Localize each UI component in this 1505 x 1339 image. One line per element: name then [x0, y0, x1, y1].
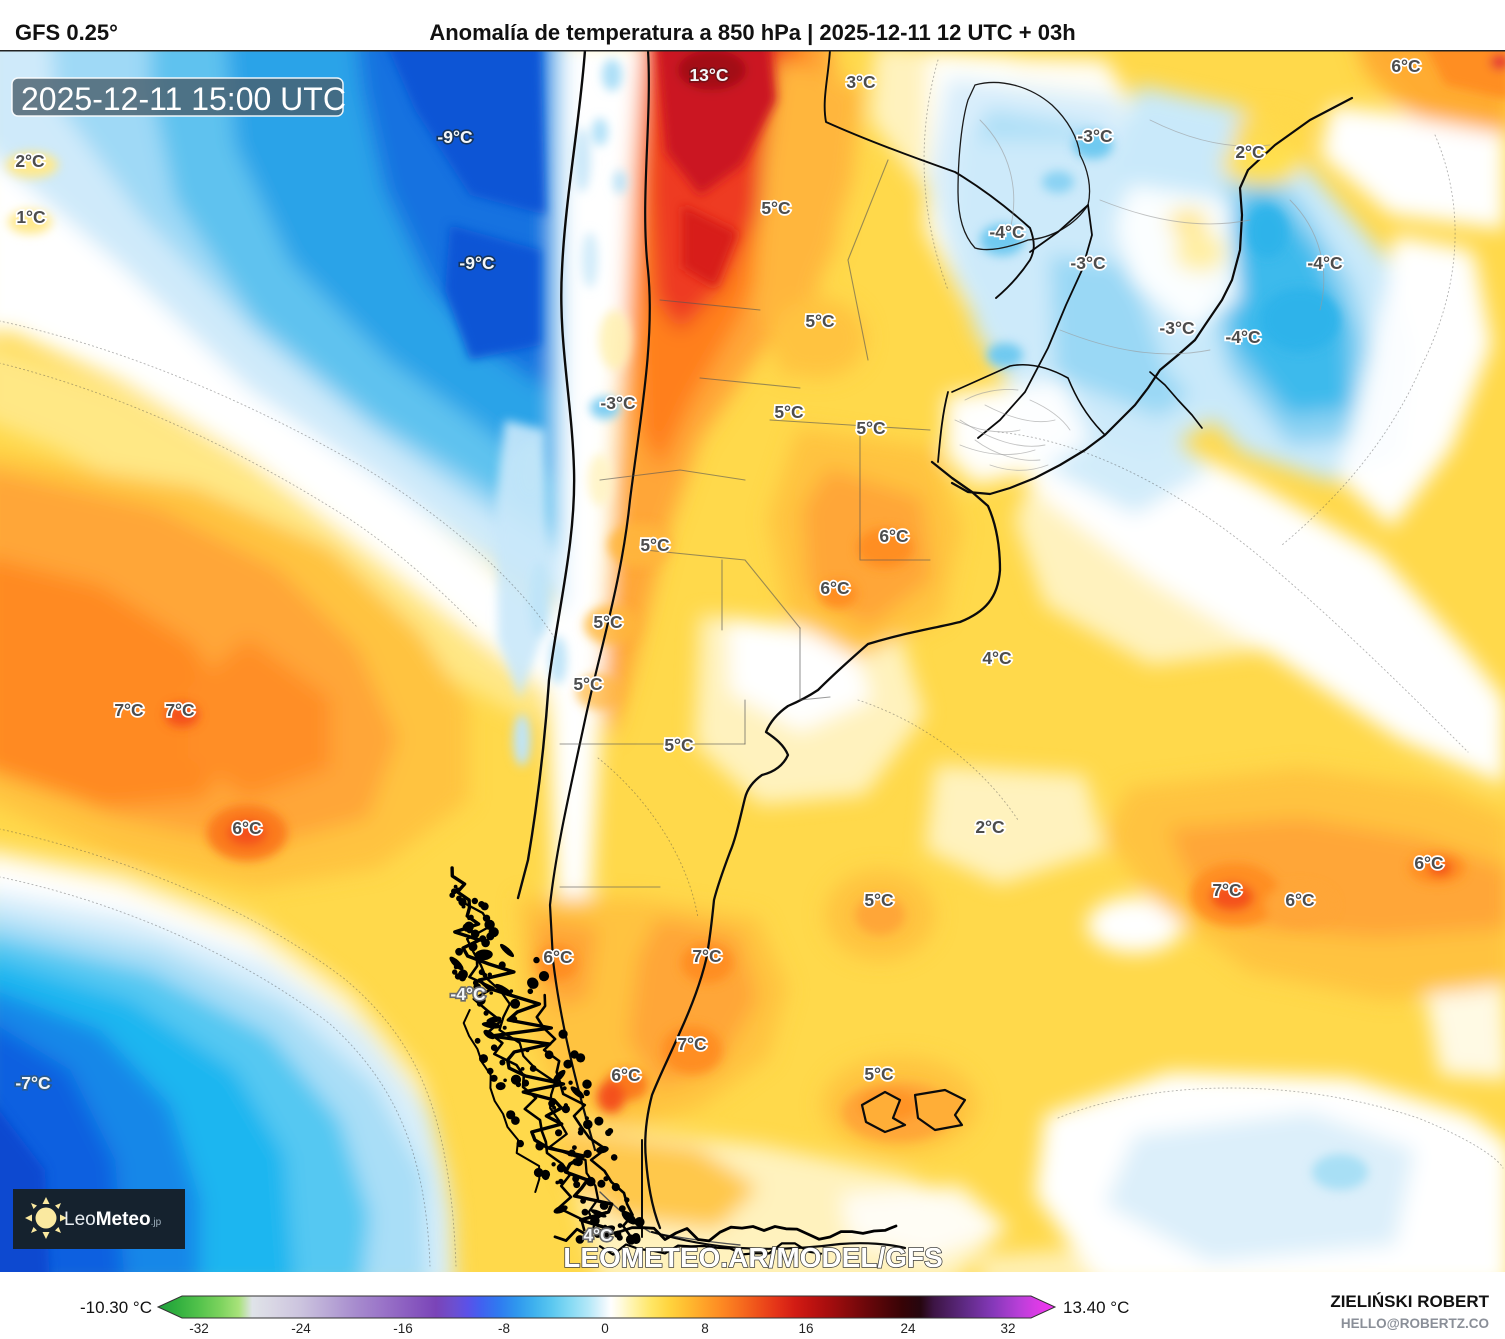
- svg-text:-3°C: -3°C: [1077, 126, 1113, 146]
- svg-text:0: 0: [601, 1321, 609, 1336]
- svg-text:13.40 °C: 13.40 °C: [1063, 1298, 1129, 1317]
- svg-text:2°C: 2°C: [975, 817, 1005, 837]
- svg-text:3°C: 3°C: [846, 72, 876, 92]
- svg-text:8: 8: [701, 1321, 709, 1336]
- svg-text:6°C: 6°C: [1285, 890, 1315, 910]
- svg-text:5°C: 5°C: [864, 1064, 894, 1084]
- svg-text:13°C: 13°C: [689, 65, 728, 85]
- svg-text:4°C: 4°C: [583, 1225, 613, 1245]
- svg-text:-16: -16: [393, 1321, 413, 1336]
- svg-text:2025-12-11 15:00 UTC: 2025-12-11 15:00 UTC: [21, 81, 346, 117]
- svg-text:6°C: 6°C: [820, 578, 850, 598]
- svg-text:4°C: 4°C: [982, 648, 1012, 668]
- svg-text:LEOMETEO.AR/MODEL/GFS: LEOMETEO.AR/MODEL/GFS: [563, 1242, 943, 1272]
- svg-text:HELLO@ROBERTZ.CO: HELLO@ROBERTZ.CO: [1341, 1316, 1489, 1331]
- svg-text:5°C: 5°C: [864, 890, 894, 910]
- svg-text:ZIELIŃSKI ROBERT: ZIELIŃSKI ROBERT: [1330, 1292, 1489, 1311]
- svg-text:5°C: 5°C: [761, 198, 791, 218]
- svg-text:-9°C: -9°C: [459, 253, 495, 273]
- svg-text:7°C: 7°C: [692, 946, 722, 966]
- svg-text:6°C: 6°C: [1414, 853, 1444, 873]
- svg-text:5°C: 5°C: [593, 612, 623, 632]
- svg-text:6°C: 6°C: [232, 818, 262, 838]
- svg-text:-4°C: -4°C: [1225, 327, 1261, 347]
- svg-text:-4°C: -4°C: [1307, 253, 1343, 273]
- svg-text:-3°C: -3°C: [1070, 253, 1106, 273]
- svg-text:5°C: 5°C: [573, 674, 603, 694]
- svg-text:7°C: 7°C: [677, 1034, 707, 1054]
- svg-text:5°C: 5°C: [856, 418, 886, 438]
- svg-text:2°C: 2°C: [15, 151, 45, 171]
- svg-text:5°C: 5°C: [640, 535, 670, 555]
- svg-text:-7°C: -7°C: [15, 1073, 51, 1093]
- svg-text:6°C: 6°C: [543, 947, 573, 967]
- svg-text:-24: -24: [291, 1321, 311, 1336]
- svg-text:32: 32: [1000, 1321, 1015, 1336]
- svg-text:LeoMeteo.jp: LeoMeteo.jp: [64, 1209, 162, 1230]
- svg-text:5°C: 5°C: [664, 735, 694, 755]
- svg-text:5°C: 5°C: [774, 402, 804, 422]
- svg-text:7°C: 7°C: [1212, 880, 1242, 900]
- svg-text:5°C: 5°C: [805, 311, 835, 331]
- svg-text:24: 24: [900, 1321, 916, 1336]
- svg-text:7°C: 7°C: [165, 700, 195, 720]
- svg-text:-10.30 °C: -10.30 °C: [80, 1298, 152, 1317]
- svg-text:16: 16: [798, 1321, 813, 1336]
- svg-text:-4°C: -4°C: [989, 222, 1025, 242]
- svg-text:2°C: 2°C: [1235, 142, 1265, 162]
- svg-text:1°C: 1°C: [16, 207, 46, 227]
- svg-text:7°C: 7°C: [114, 700, 144, 720]
- svg-text:-3°C: -3°C: [1159, 318, 1195, 338]
- svg-text:6°C: 6°C: [1391, 56, 1421, 76]
- svg-text:-9°C: -9°C: [437, 127, 473, 147]
- svg-text:-4°C: -4°C: [450, 984, 486, 1004]
- svg-text:-3°C: -3°C: [600, 393, 636, 413]
- svg-text:6°C: 6°C: [611, 1065, 641, 1085]
- svg-text:-32: -32: [189, 1321, 209, 1336]
- svg-text:6°C: 6°C: [879, 526, 909, 546]
- svg-text:-8: -8: [498, 1321, 510, 1336]
